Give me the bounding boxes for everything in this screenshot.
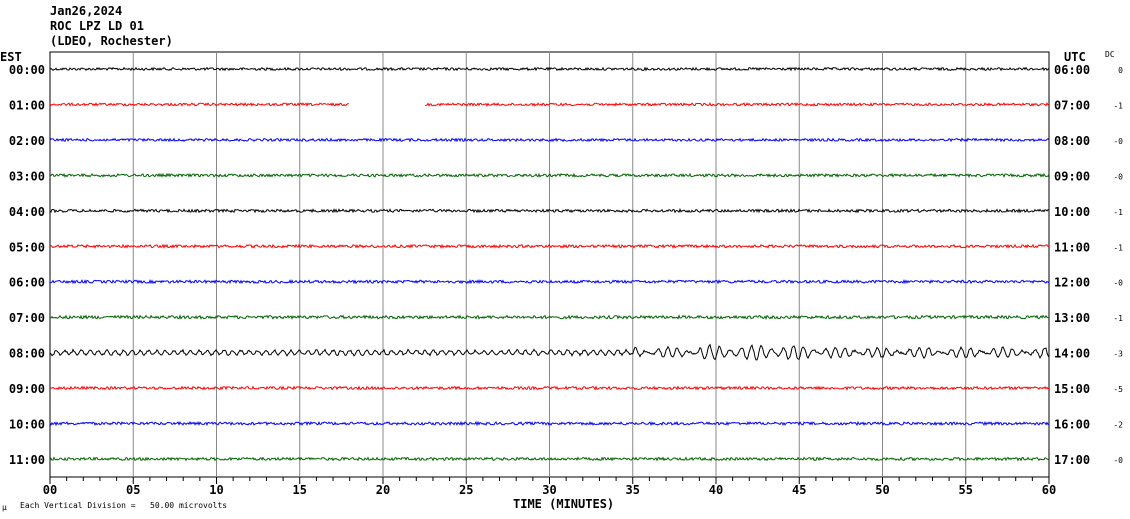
x-tick-label: 20 (376, 483, 390, 497)
trace-0000 (49, 66, 1050, 72)
utc-label: 17:00 (1054, 453, 1090, 467)
x-tick-label: 00 (43, 483, 57, 497)
dc-value: -3 (1113, 350, 1123, 359)
x-tick-label: 30 (542, 483, 556, 497)
trace-1100 (49, 456, 1050, 462)
est-label: 02:00 (9, 134, 45, 148)
x-tick-label: 60 (1042, 483, 1056, 497)
trace-0900 (49, 385, 1050, 391)
utc-label: 16:00 (1054, 418, 1090, 432)
x-tick-label: 05 (126, 483, 140, 497)
utc-label: 12:00 (1054, 276, 1090, 290)
trace-0100 (49, 102, 1050, 107)
x-tick-label: 15 (293, 483, 307, 497)
est-label: 11:00 (9, 453, 45, 467)
est-label: 06:00 (9, 276, 45, 290)
trace-0800 (49, 343, 1050, 361)
trace-1000 (49, 420, 1050, 427)
utc-label: 11:00 (1054, 240, 1090, 254)
trace-0400 (49, 208, 1050, 214)
dc-value: -1 (1113, 208, 1123, 217)
network: (LDEO, Rochester) (50, 34, 173, 48)
est-title: EST (0, 50, 22, 64)
x-axis-label: TIME (MINUTES) (513, 497, 614, 511)
utc-label: 06:00 (1054, 63, 1090, 77)
est-label: 03:00 (9, 169, 45, 183)
dc-value: -1 (1113, 101, 1123, 110)
utc-title: UTC (1064, 50, 1086, 64)
est-label: 05:00 (9, 240, 45, 254)
dc-value: -0 (1113, 137, 1123, 146)
utc-label: 08:00 (1054, 134, 1090, 148)
micro-mark: μ (2, 503, 7, 512)
utc-label: 07:00 (1054, 98, 1090, 112)
utc-label: 10:00 (1054, 205, 1090, 219)
trace-0600 (50, 279, 1050, 285)
station: ROC LPZ LD 01 (50, 19, 144, 33)
x-tick-label: 25 (459, 483, 473, 497)
utc-label: 13:00 (1054, 311, 1090, 325)
est-label: 00:00 (9, 63, 45, 77)
dc-value: -5 (1113, 385, 1123, 394)
x-tick-label: 10 (209, 483, 223, 497)
trace-0300 (49, 172, 1050, 178)
x-tick-label: 50 (875, 483, 889, 497)
dc-value: -1 (1113, 243, 1123, 252)
dc-title: DC (1105, 50, 1115, 59)
est-label: 07:00 (9, 311, 45, 325)
x-tick-label: 35 (626, 483, 640, 497)
utc-label: 14:00 (1054, 347, 1090, 361)
dc-value: -2 (1113, 421, 1123, 430)
dc-value: -0 (1113, 456, 1123, 465)
est-label: 04:00 (9, 205, 45, 219)
date: Jan26,2024 (50, 4, 123, 18)
scale-note: Each Vertical Division = 50.00 microvolt… (20, 501, 227, 510)
utc-label: 09:00 (1054, 169, 1090, 183)
x-tick-label: 55 (959, 483, 973, 497)
dc-value: 0 (1118, 66, 1123, 75)
dc-value: -1 (1113, 314, 1123, 323)
dc-value: -0 (1113, 172, 1123, 181)
trace-0200 (49, 137, 1050, 143)
est-label: 01:00 (9, 98, 45, 112)
x-tick-label: 40 (709, 483, 723, 497)
trace-0700 (49, 314, 1050, 320)
dc-value: -0 (1113, 279, 1123, 288)
utc-label: 15:00 (1054, 382, 1090, 396)
x-tick-label: 45 (792, 483, 806, 497)
est-label: 09:00 (9, 382, 45, 396)
trace-0500 (49, 243, 1050, 249)
est-label: 08:00 (9, 347, 45, 361)
est-label: 10:00 (9, 418, 45, 432)
